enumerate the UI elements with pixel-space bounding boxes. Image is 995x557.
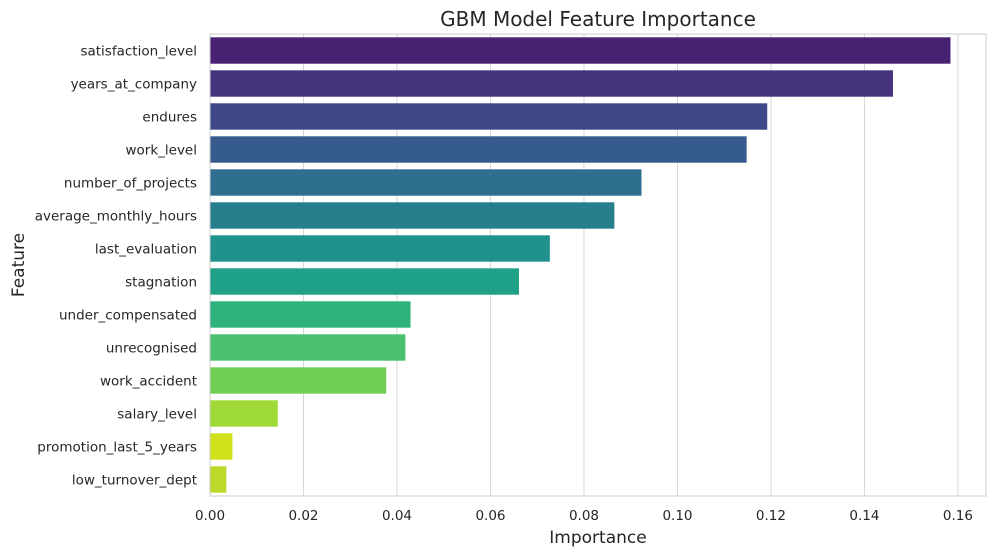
y-tick-label: number_of_projects [64, 176, 197, 192]
x-tick-label: 0.08 [569, 508, 599, 524]
bar-unrecognised [210, 334, 406, 361]
bar-average-monthly-hours [210, 202, 615, 229]
bar-endures [210, 103, 768, 130]
bar-years-at-company [210, 70, 893, 97]
x-tick-label: 0.06 [475, 508, 505, 524]
bar-stagnation [210, 268, 519, 295]
y-tick-label: salary_level [117, 407, 197, 423]
y-tick-label: average_monthly_hours [35, 209, 197, 225]
bar-under-compensated [210, 301, 411, 328]
x-tick-label: 0.12 [756, 508, 786, 524]
bar-work-accident [210, 367, 387, 394]
y-axis-label: Feature [9, 233, 29, 297]
x-tick-labels: 0.00 0.02 0.04 0.06 0.08 0.10 0.12 0.14 0.16 [195, 508, 973, 524]
bar-low-turnover-dept [210, 466, 227, 493]
x-tick-label: 0.10 [662, 508, 692, 524]
y-tick-label: satisfaction_level [80, 44, 197, 60]
bars [210, 37, 951, 493]
x-tick-label: 0.02 [288, 508, 318, 524]
y-tick-label: low_turnover_dept [72, 473, 197, 489]
y-tick-label: under_compensated [59, 308, 197, 324]
y-tick-label: stagnation [125, 275, 197, 291]
y-tick-label: work_level [125, 143, 197, 159]
bar-last-evaluation [210, 235, 550, 262]
bar-satisfaction-level [210, 37, 951, 64]
x-axis-label: Importance [549, 528, 646, 548]
chart-title: GBM Model Feature Importance [440, 7, 756, 31]
y-tick-label: endures [142, 110, 197, 126]
plot-frame [209, 33, 987, 497]
bar-promotion-last-5-years [210, 433, 233, 460]
y-tick-label: years_at_company [71, 77, 197, 93]
y-tick-label: unrecognised [106, 341, 197, 357]
x-tick-label: 0.00 [195, 508, 225, 524]
x-tick-label: 0.04 [382, 508, 412, 524]
x-tick-label: 0.16 [943, 508, 973, 524]
bar-number-of-projects [210, 169, 642, 196]
y-tick-labels: satisfaction_level years_at_companyendure… [35, 44, 197, 489]
bar-work-level [210, 136, 747, 163]
x-tick-label: 0.14 [849, 508, 879, 524]
y-tick-label: promotion_last_5_years [37, 440, 197, 456]
y-tick-label: work_accident [100, 374, 197, 390]
y-tick-label: last_evaluation [95, 242, 197, 258]
bar-salary-level [210, 400, 278, 427]
